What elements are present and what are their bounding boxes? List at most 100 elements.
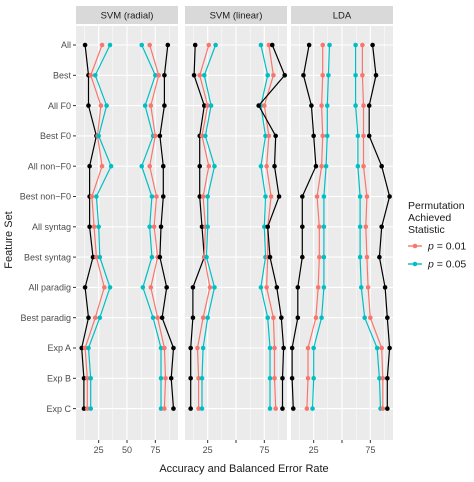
data-point-all [165,42,171,48]
series-p05-low [199,42,218,411]
data-point-all-f0 [319,103,324,108]
data-point-best [162,73,167,78]
data-point-exp-c [290,406,296,411]
data-point-best-paradig [368,315,373,321]
data-point-best-non-f0 [300,194,305,199]
data-point-best-syntag [97,254,103,260]
data-point-all-f0 [201,103,207,108]
data-point-all-syntag [147,224,152,230]
x-axis-title: Accuracy and Balanced Error Rate [159,463,328,475]
data-point-best-non-f0 [149,194,155,199]
data-point-best-non-f0 [387,194,392,199]
series-p05-low [310,42,332,411]
data-point-all-non-f0 [139,163,145,169]
data-point-best-syntag [300,254,305,260]
data-point-exp-b [158,376,164,381]
data-point-best-f0 [366,133,372,139]
x-tick-label: 75 [365,445,375,455]
data-point-exp-a [171,345,176,351]
series-p01-high [360,42,386,411]
data-point-best-paradig [313,315,319,321]
data-point-all-non-f0 [258,163,264,169]
facet-panels: SVM (radial) 25 50 75 SVM (linear) 25 75 LDA 25 7… [76,6,393,455]
data-point-all-f0 [366,103,372,108]
legend-title-line: Statistic [408,224,445,236]
data-point-best [197,73,203,78]
panel-title: SVM (linear) [210,11,263,22]
data-point-best-non-f0 [205,194,210,199]
data-point-best-paradig [86,315,91,321]
data-point-all-paradig [321,285,327,290]
data-point-exp-a [195,345,200,351]
panel-strip [291,6,393,24]
data-point-best-non-f0 [268,194,274,199]
data-point-all-non-f0 [323,163,329,169]
data-point-all-syntag [199,224,205,230]
data-point-exp-b [377,376,382,381]
data-point-best-non-f0 [200,194,206,199]
series-p01-low [304,42,326,411]
data-point-all [139,42,145,48]
data-point-all-f0 [86,103,91,108]
legend-entry-p-0-01: p = 0.01 [427,241,466,253]
data-point-exp-c [385,406,390,411]
data-point-all-non-f0 [160,163,166,169]
data-point-exp-c [273,406,278,411]
data-point-best-non-f0 [364,194,370,199]
legend-key-point [412,243,418,249]
y-tick-label: All F0 [48,101,71,111]
data-point-exp-c [267,406,273,411]
data-point-all-non-f0 [379,163,384,169]
data-point-exp-a [281,345,286,351]
y-tick-label: Best paradig [20,313,71,323]
data-point-best-paradig [205,315,210,321]
data-point-best-non-f0 [276,194,282,199]
data-point-best-paradig [92,315,98,321]
series-observed-low [289,42,319,411]
data-point-all-f0 [205,103,210,108]
data-point-all-syntag [158,224,164,230]
data-point-best-syntag [204,254,209,260]
data-point-best [301,73,306,78]
data-point-exp-b [188,376,193,381]
data-point-exp-b [289,376,295,381]
data-point-all-paradig [365,285,371,290]
data-point-best-non-f0 [154,194,159,199]
data-point-all-syntag [91,224,97,230]
data-point-best-syntag [90,254,96,260]
data-point-all [266,42,272,48]
data-point-exp-b [196,376,201,381]
y-tick-label: All [61,40,71,50]
data-point-all-f0 [208,103,214,108]
data-point-all-paradig [82,285,88,290]
x-tick-label: 75 [150,445,160,455]
data-point-all-paradig [207,285,213,290]
data-point-all-syntag [265,224,271,230]
data-point-exp-a [86,345,91,351]
data-point-all [192,42,198,48]
data-point-all [99,42,105,48]
data-point-best-paradig [97,315,103,321]
data-point-best-non-f0 [321,194,327,199]
y-tick-label: Best syntag [24,252,71,262]
data-point-best-syntag [357,254,363,260]
data-point-best [373,73,379,78]
data-point-all-paradig [358,285,364,290]
y-tick-label: Exp A [47,343,71,353]
data-point-all-f0 [309,103,314,108]
data-point-best-f0 [324,133,330,139]
y-axis: All Best All F0 Best F0 All non−F0 Best non−F… [20,40,76,414]
data-point-best-paradig [190,315,196,321]
data-point-exp-c [158,406,164,411]
data-point-exp-a [374,345,380,351]
data-point-exp-a [289,345,295,351]
data-point-best-paradig [319,315,324,321]
panel-strip [185,6,287,24]
data-point-best-paradig [271,315,276,321]
data-point-best-f0 [157,133,163,139]
data-point-best [156,73,162,78]
legend-title-line: Permutation [408,200,465,212]
data-point-all-non-f0 [264,163,269,169]
data-point-all-f0 [162,103,167,108]
